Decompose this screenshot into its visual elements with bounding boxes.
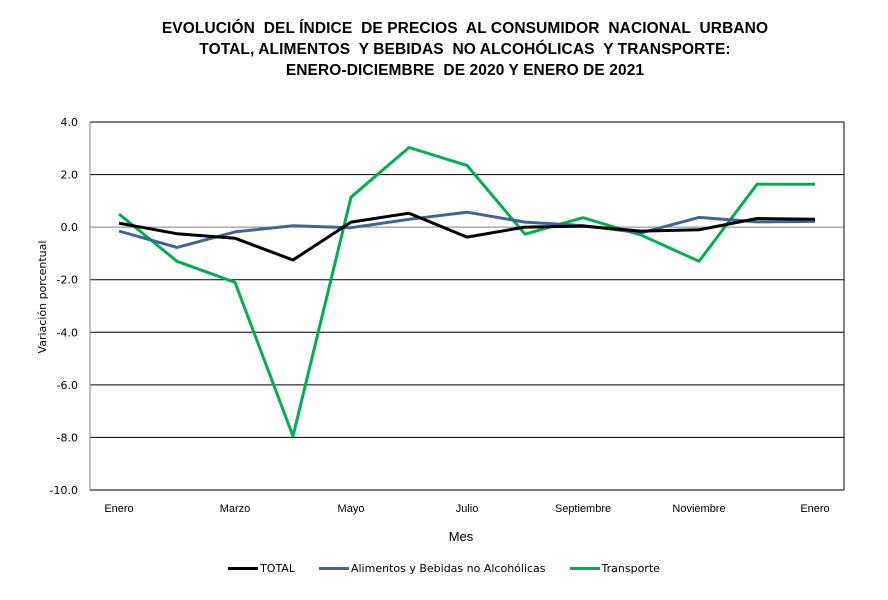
series-line-alimentos-y-bebidas-no-alcoh-licas — [118, 210, 816, 249]
legend-swatch-alimentos — [318, 566, 349, 570]
legend-label-transporte: Transporte — [601, 561, 660, 575]
chart-title: EVOLUCIÓN DEL ÍNDICE DE PRECIOS AL CONSU… — [0, 18, 888, 81]
x-axis-label: Mes — [449, 529, 474, 544]
legend-swatch-transporte — [569, 566, 600, 570]
x-tick-label: Julio — [456, 503, 479, 515]
y-tick-label: -8.0 — [57, 431, 78, 444]
chart-title-line-2: TOTAL, ALIMENTOS Y BEBIDAS NO ALCOHÓLICA… — [199, 41, 731, 58]
series-line-total — [118, 211, 816, 262]
y-tick-label: 0.0 — [61, 221, 79, 234]
y-tick-label: 4.0 — [61, 116, 79, 129]
x-tick-labels: Enero Marzo Mayo Julio Septiembre Noviembre En… — [104, 503, 829, 515]
legend-item-transporte: Transporte — [569, 560, 660, 576]
legend-label-total: TOTAL — [260, 561, 295, 575]
x-tick-label: Enero — [800, 503, 829, 515]
series-lines — [118, 146, 816, 438]
legend: TOTAL Alimentos y Bebidas no Alcohólicas… — [0, 560, 888, 576]
x-tick-label: Enero — [104, 503, 133, 515]
gridlines — [89, 121, 845, 491]
x-tick-label: Marzo — [220, 503, 251, 515]
x-tick-label: Mayo — [338, 503, 365, 515]
y-tick-label: -4.0 — [57, 326, 78, 339]
y-tick-label: -10.0 — [50, 484, 78, 497]
y-tick-label: -6.0 — [57, 379, 78, 392]
legend-swatch-total — [228, 566, 259, 570]
legend-label-alimentos: Alimentos y Bebidas no Alcohólicas — [350, 561, 546, 575]
y-axis-label: Variación porcentual — [36, 241, 49, 354]
chart-title-line-3: ENERO-DICIEMBRE DE 2020 Y ENERO DE 2021 — [285, 62, 645, 79]
legend-item-alimentos: Alimentos y Bebidas no Alcohólicas — [318, 560, 546, 576]
legend-item-total: TOTAL — [228, 560, 295, 576]
y-tick-label: -2.0 — [57, 274, 78, 287]
y-tick-label: 2.0 — [61, 169, 79, 182]
y-tick-labels: 4.0 2.0 0.0 -2.0 -4.0 -6.0 -8.0 -10.0 — [50, 116, 78, 497]
x-tick-label: Noviembre — [672, 503, 725, 515]
series-line-transporte — [118, 146, 815, 438]
x-tick-label: Septiembre — [555, 503, 611, 515]
chart-title-line-1: EVOLUCIÓN DEL ÍNDICE DE PRECIOS AL CONSU… — [161, 20, 769, 37]
